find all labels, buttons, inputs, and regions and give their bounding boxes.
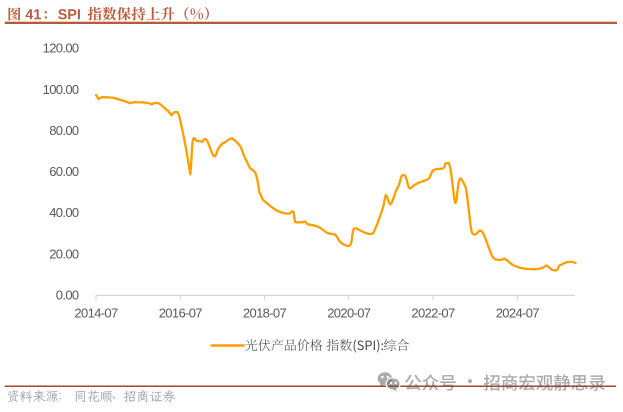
svg-text:2018-07: 2018-07 xyxy=(243,305,287,320)
svg-text:20.00: 20.00 xyxy=(49,246,79,261)
svg-text:120.00: 120.00 xyxy=(43,41,79,56)
svg-text:2014-07: 2014-07 xyxy=(74,305,118,320)
svg-text:60.00: 60.00 xyxy=(49,164,79,179)
svg-text:2020-07: 2020-07 xyxy=(327,305,371,320)
svg-text:40.00: 40.00 xyxy=(49,205,79,220)
svg-text:2022-07: 2022-07 xyxy=(411,305,455,320)
svg-text:2016-07: 2016-07 xyxy=(159,305,203,320)
svg-text:100.00: 100.00 xyxy=(43,82,79,97)
svg-text:80.00: 80.00 xyxy=(49,123,79,138)
svg-text:2024-07: 2024-07 xyxy=(496,305,540,320)
svg-text:0.00: 0.00 xyxy=(56,288,79,303)
